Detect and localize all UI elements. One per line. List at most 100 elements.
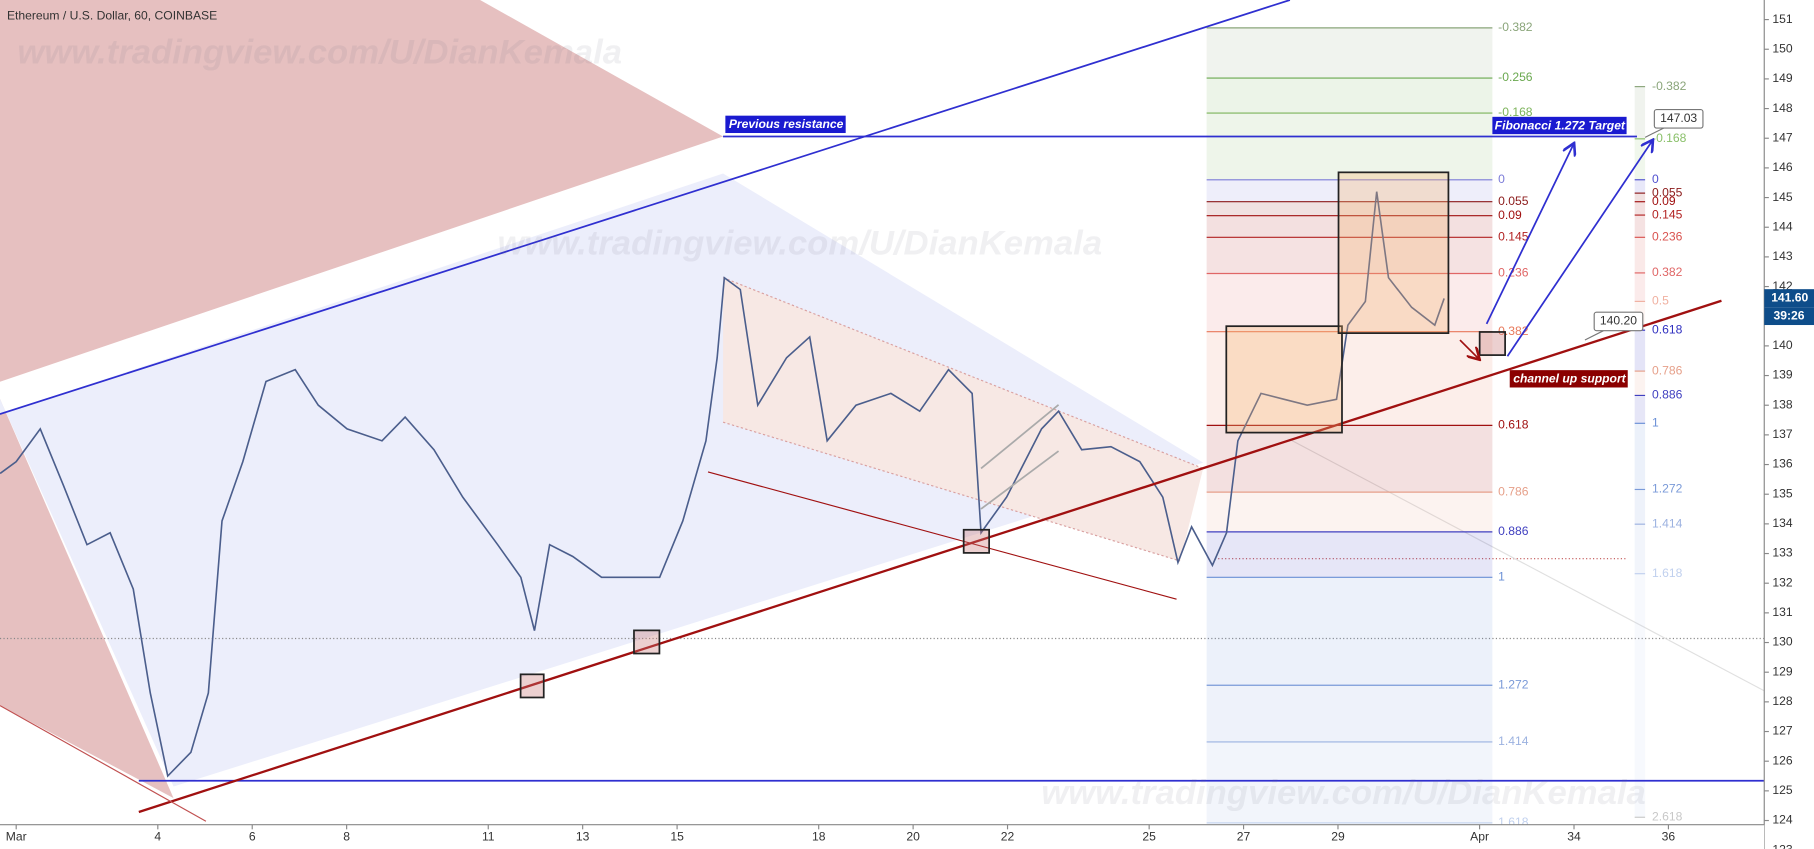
fib-band (1634, 573, 1646, 818)
fib-band (1634, 395, 1646, 424)
annotation-bg (1509, 370, 1628, 388)
pink-zone (0, 399, 174, 799)
fib-band (1206, 179, 1493, 202)
arrow (1485, 145, 1574, 325)
fib-label: 1.618 (1652, 566, 1683, 580)
watermark: www.tradingview.com/U/DianKemala (1041, 774, 1646, 812)
y-tick-label: 131 (1772, 605, 1792, 619)
touch-box (1478, 331, 1506, 356)
touch-box (519, 673, 545, 699)
y-tick-label: 150 (1772, 41, 1792, 55)
y-tick-label: 134 (1772, 516, 1792, 530)
last-price-label: 141.60 (1771, 291, 1808, 305)
y-tick-label: 139 (1772, 368, 1792, 382)
y-tick-label: 145 (1772, 190, 1792, 204)
callout-box (1593, 311, 1644, 332)
y-tick-label: 137 (1772, 427, 1792, 441)
fib-label: -0.382 (1652, 79, 1687, 93)
fib-label: -0.382 (1498, 20, 1533, 34)
fib-band (1634, 86, 1646, 139)
annotation-bg (725, 115, 846, 134)
x-tick-label: 27 (1237, 830, 1251, 844)
fib-label: 0.09 (1498, 208, 1522, 222)
drawings-front: Previous resistance Fibonacci 1.272 Targ… (0, 0, 1765, 822)
touch-box (633, 629, 661, 655)
fib-band (1634, 201, 1646, 216)
fib-label: 0 (1652, 172, 1659, 186)
fib-band (1634, 179, 1646, 194)
x-tick-label: 15 (670, 830, 684, 844)
fib-band (1206, 685, 1493, 742)
y-tick-label: 147 (1772, 130, 1792, 144)
y-tick-label: 144 (1772, 219, 1792, 233)
fib-label: 0.786 (1498, 484, 1529, 498)
fib-label: 0.09 (1652, 194, 1676, 208)
fib-band (1206, 331, 1493, 426)
price-series (0, 191, 1445, 778)
y-tick-label: 132 (1772, 575, 1792, 589)
y-tick-label: 125 (1772, 783, 1792, 797)
y-tick-label: 138 (1772, 397, 1792, 411)
fib-band (1634, 423, 1646, 490)
x-tick-label: 34 (1567, 830, 1581, 844)
fib-label: 0.5 (1652, 294, 1669, 308)
fib-band (1206, 492, 1493, 532)
range-box (1225, 325, 1343, 434)
fib-label: 0.618 (1652, 322, 1683, 336)
fib-label: 1.414 (1498, 734, 1529, 748)
fib-label: 0.886 (1652, 388, 1683, 402)
fib-label: 0.145 (1498, 230, 1529, 244)
fib-label: 1 (1652, 416, 1659, 430)
x-tick-label: 8 (343, 830, 350, 844)
fib-band (1634, 371, 1646, 396)
fib-band (1206, 425, 1493, 493)
x-tick-label: 20 (906, 830, 920, 844)
faint-line (1289, 439, 1814, 718)
fib-band (1206, 201, 1493, 216)
x-tick-label: 22 (1001, 830, 1015, 844)
x-tick-label: 4 (154, 830, 161, 844)
price-axis (1764, 0, 1814, 849)
trend-line (0, 705, 207, 822)
channel-support (138, 299, 1722, 814)
fib-label: 2.618 (1652, 809, 1683, 823)
touch-box (962, 528, 991, 554)
y-tick-label: 149 (1772, 71, 1792, 85)
fib-band (1634, 215, 1646, 238)
fib-band (1634, 237, 1646, 273)
drawings-back (0, 0, 1814, 799)
y-tick-label: 143 (1772, 249, 1792, 263)
falling-channel (723, 277, 1204, 561)
y-tick-label: 124 (1772, 813, 1792, 827)
fib-band (1634, 272, 1646, 302)
pink-zone (0, 0, 724, 382)
y-tick-label: 148 (1772, 101, 1792, 115)
y-tick-label: 133 (1772, 546, 1792, 560)
annotation: channel up support (1513, 372, 1626, 386)
fib-label: 1.272 (1652, 482, 1683, 496)
range-box (1337, 171, 1450, 334)
fib-label: 0.618 (1498, 418, 1529, 432)
mini-channel (980, 450, 1060, 510)
x-tick-label: 25 (1142, 830, 1156, 844)
fib-band (1206, 215, 1493, 238)
y-tick-label: 135 (1772, 486, 1792, 500)
x-tick-label: 18 (812, 830, 826, 844)
x-tick-label: 6 (249, 830, 256, 844)
fib-label: 1 (1498, 569, 1505, 583)
x-tick-label: 29 (1331, 830, 1345, 844)
price-line (0, 191, 1445, 778)
arrow (1506, 141, 1652, 357)
callout-box (1653, 109, 1704, 129)
fib-label: 0.786 (1652, 363, 1683, 377)
fib-label: 0.886 (1498, 524, 1529, 538)
fib-band (1206, 113, 1493, 180)
fib-band (1206, 577, 1493, 686)
blue-zone (0, 173, 1204, 787)
y-tick-label: 130 (1772, 635, 1792, 649)
trend-line (707, 471, 1177, 600)
fib-band (1206, 27, 1493, 79)
x-tick-label: Mar (6, 830, 27, 844)
